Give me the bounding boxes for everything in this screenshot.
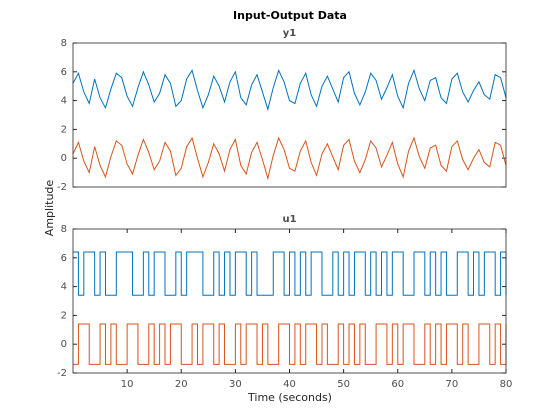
y-tick-label: 8 xyxy=(61,224,67,235)
x-tick-label: 70 xyxy=(446,379,459,390)
y-tick-label: 2 xyxy=(61,124,67,135)
x-axis-label: Time (seconds) xyxy=(247,391,332,404)
y-tick-label: 8 xyxy=(61,38,67,49)
series-line xyxy=(73,323,507,365)
x-tick-label: 50 xyxy=(337,379,350,390)
y-axis-label: Amplitude xyxy=(43,180,56,237)
subplot-title: y1 xyxy=(283,28,297,39)
series-line xyxy=(72,136,507,181)
x-tick-label: 80 xyxy=(500,379,513,390)
figure-title: Input-Output Data xyxy=(233,9,347,22)
y-tick-label: -2 xyxy=(57,182,67,193)
x-tick-label: 30 xyxy=(229,379,242,390)
axes-box xyxy=(72,42,507,188)
axes-box xyxy=(72,228,507,374)
x-tick-label: 10 xyxy=(121,379,134,390)
x-tick-label: 60 xyxy=(391,379,404,390)
y-tick-label: 6 xyxy=(61,253,67,264)
y-tick-label: 6 xyxy=(61,67,67,78)
y-tick-label: 0 xyxy=(61,153,67,164)
y-tick-label: 4 xyxy=(61,282,67,293)
x-tick-label: 20 xyxy=(175,379,188,390)
y-tick-label: 0 xyxy=(61,339,67,350)
series-line xyxy=(72,68,507,112)
x-tick-label: 40 xyxy=(283,379,296,390)
series-line xyxy=(73,251,507,296)
y-tick-label: 2 xyxy=(61,310,67,321)
subplot-title: u1 xyxy=(282,214,296,225)
y-tick-label: 4 xyxy=(61,96,67,107)
y-tick-label: -2 xyxy=(57,368,67,379)
